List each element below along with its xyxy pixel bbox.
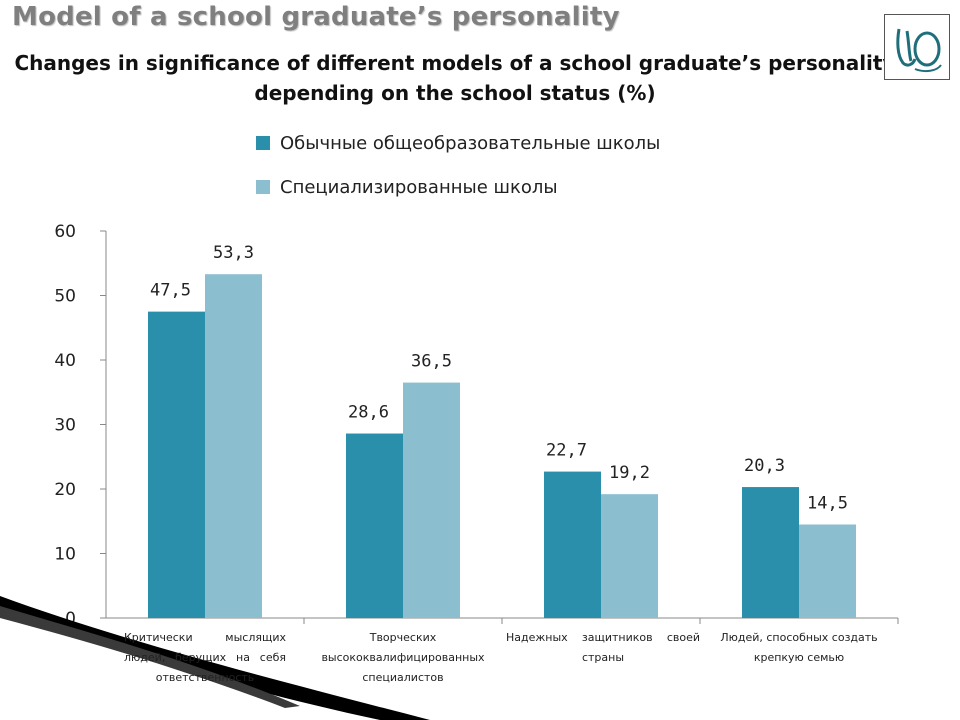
legend-swatch-series2 bbox=[256, 180, 270, 194]
slide-title: Model of a school graduate’s personality bbox=[12, 2, 620, 32]
data-label: 53,3 bbox=[213, 243, 254, 263]
data-label: 47,5 bbox=[150, 281, 191, 301]
category-label: Людей, способных создать крепкую семью bbox=[720, 631, 878, 664]
y-tick-label: 50 bbox=[54, 287, 76, 307]
decorative-swoosh-inner bbox=[0, 606, 300, 708]
data-label: 28,6 bbox=[348, 403, 389, 423]
legend: Обычные общеобразовательные школы Специа… bbox=[256, 130, 660, 218]
logo bbox=[884, 14, 950, 80]
bar bbox=[346, 433, 403, 618]
data-label: 22,7 bbox=[546, 441, 587, 461]
logo-monogram-icon bbox=[896, 28, 942, 73]
y-tick-label: 10 bbox=[54, 545, 76, 565]
y-tick-label: 0 bbox=[65, 609, 76, 629]
bar bbox=[601, 494, 658, 618]
category-label: Надежных защитников своей страны bbox=[506, 631, 700, 664]
category-label: Творческих высококвалифицированных специ… bbox=[321, 631, 485, 684]
legend-label-series1: Обычные общеобразовательные школы bbox=[280, 132, 661, 154]
legend-item-series2: Специализированные школы bbox=[256, 174, 660, 200]
bar bbox=[742, 487, 799, 618]
legend-item-series1: Обычные общеобразовательные школы bbox=[256, 130, 660, 156]
y-tick-label: 30 bbox=[54, 416, 76, 436]
bar bbox=[205, 274, 262, 618]
data-label: 20,3 bbox=[744, 456, 785, 476]
bar bbox=[403, 382, 460, 618]
legend-label-series2: Специализированные школы bbox=[280, 176, 558, 198]
category-label: Критически мыслящих людей, берущих на се… bbox=[124, 631, 286, 684]
bar bbox=[148, 311, 205, 618]
legend-swatch-series1 bbox=[256, 136, 270, 150]
data-label: 36,5 bbox=[411, 352, 452, 372]
data-label: 14,5 bbox=[807, 493, 848, 513]
y-tick-label: 20 bbox=[54, 480, 76, 500]
bar bbox=[544, 471, 601, 618]
y-tick-label: 40 bbox=[54, 351, 76, 371]
y-tick-label: 60 bbox=[54, 222, 76, 242]
bar bbox=[799, 524, 856, 618]
chart-subtitle: Changes in significance of different mod… bbox=[14, 51, 896, 105]
data-label: 19,2 bbox=[609, 463, 650, 483]
